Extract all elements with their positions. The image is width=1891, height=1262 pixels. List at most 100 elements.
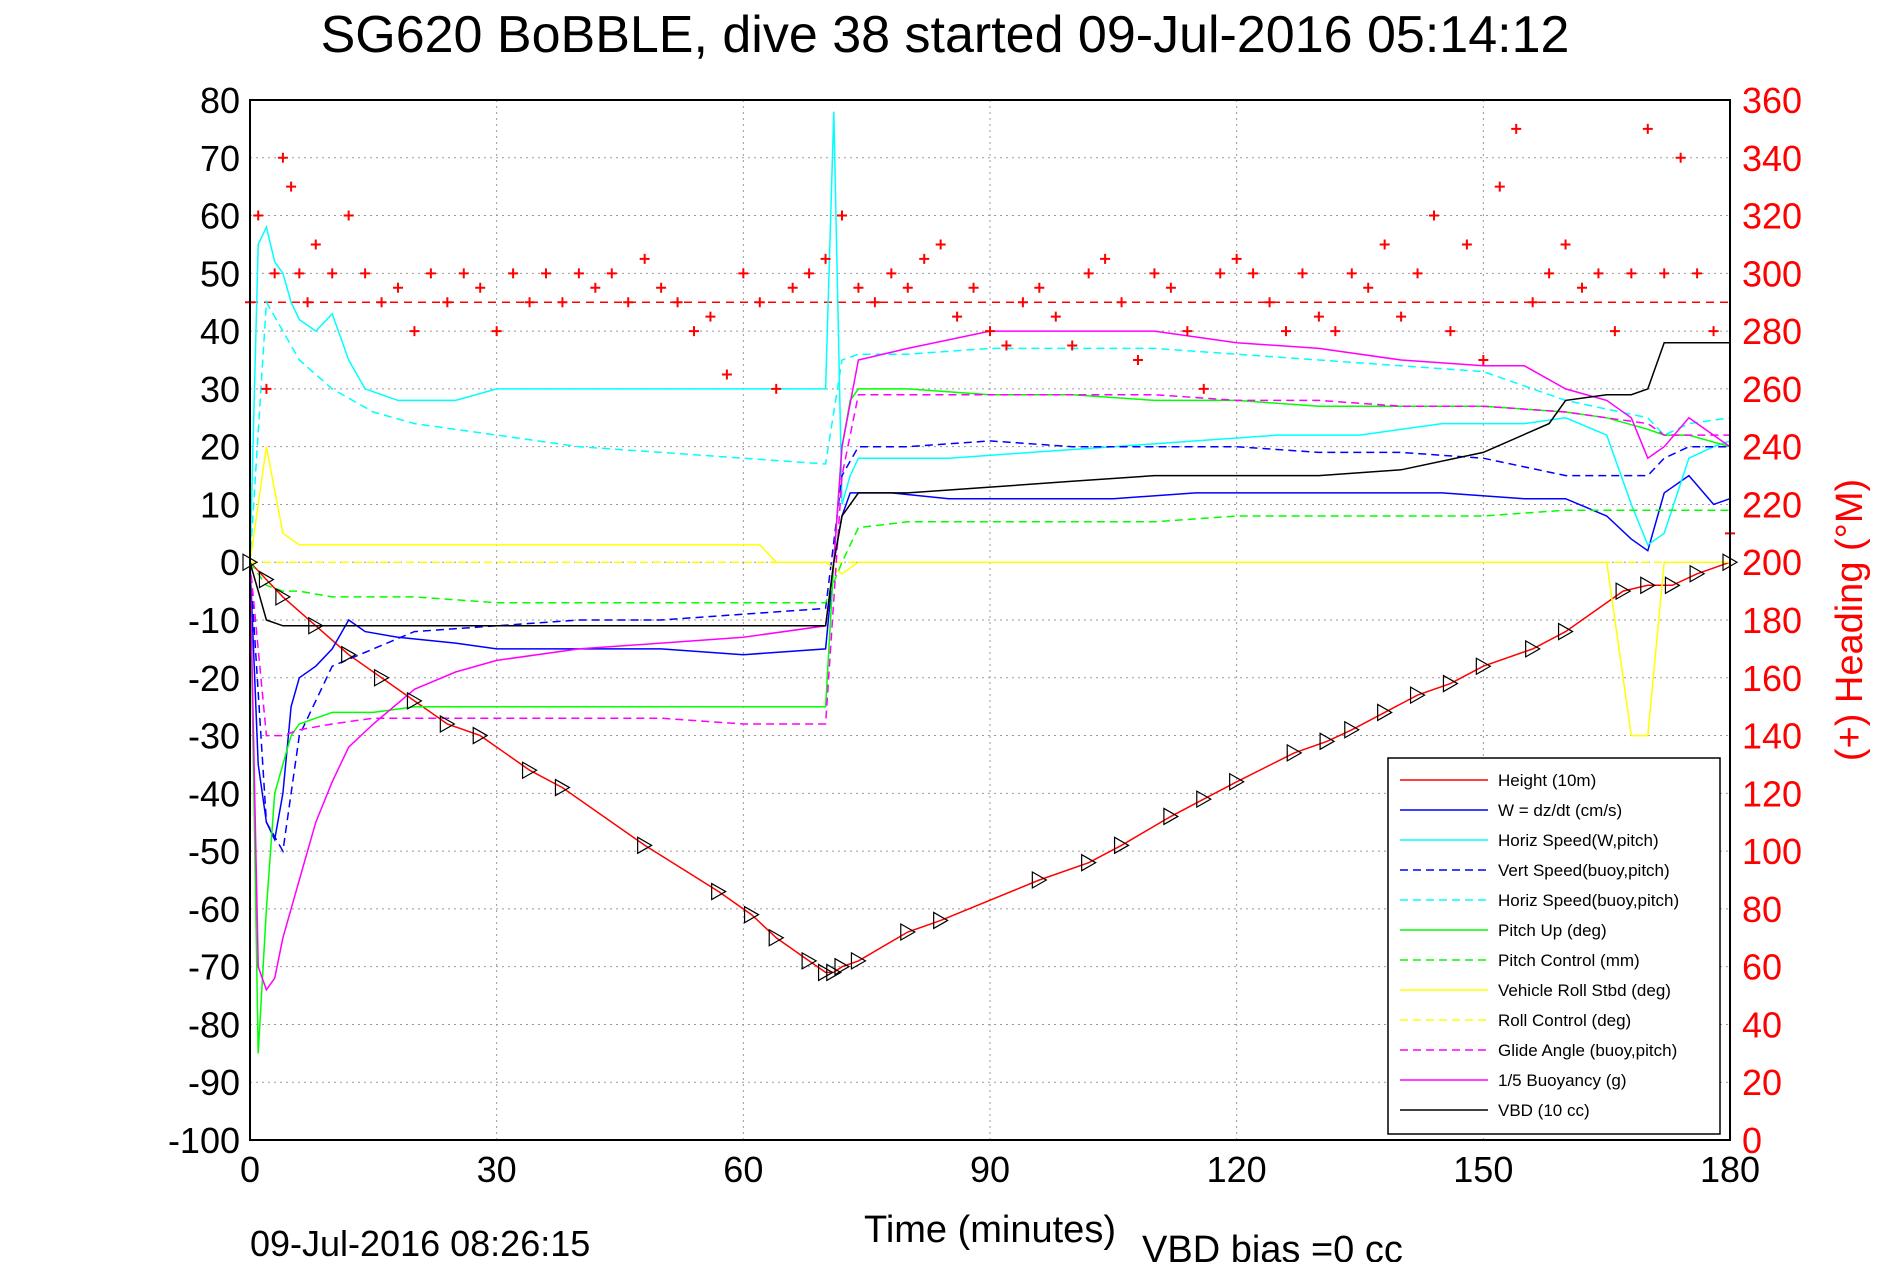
height-marker [521,761,538,780]
heading-point [573,268,584,279]
height-marker [801,951,818,970]
heading-point [261,383,272,394]
x-axis: 0 30 60 90 120 150 180 [240,1149,1760,1190]
heading-point [705,311,716,322]
y-tick-label: 50 [200,253,240,294]
chart-title: SG620 BoBBLE, dive 38 started 09-Jul-201… [321,6,1570,64]
height-marker [1081,853,1097,872]
y-tick-label: 30 [200,369,240,410]
right-tick-label: 240 [1742,427,1802,468]
heading-point [1478,355,1489,365]
series-line-3 [249,440,1730,854]
x-tick-label: 0 [240,1149,260,1190]
height-marker [1229,772,1245,791]
heading-point [689,326,699,337]
timestamp-footer: 09-Jul-2016 08:26:15 [250,1223,590,1262]
y-tick-label: 40 [200,311,240,352]
right-tick-label: 300 [1742,253,1802,294]
heading-point [442,297,453,308]
height-marker [743,905,760,924]
right-tick-label: 80 [1742,889,1782,930]
heading-point [1560,239,1571,250]
heading-point [253,210,264,221]
heading-point [1116,297,1127,308]
height-marker [439,714,456,734]
heading-point [1231,253,1242,264]
y-tick-label: -90 [188,1062,240,1103]
height-marker [711,882,727,901]
heading-point [1675,152,1686,163]
y-tick-label: -60 [188,889,240,930]
series-line-9 [249,393,1730,737]
heading-point [656,282,667,293]
heading-point [985,326,995,337]
right-tick-label: 160 [1742,658,1802,699]
heading-point [1593,268,1604,279]
heading-point [557,297,568,308]
heading-point [1577,282,1587,293]
right-tick-label: 0 [1742,1120,1762,1161]
heading-point [1067,340,1078,351]
y-tick-label: 70 [200,138,240,179]
height-marker [817,963,834,982]
heading-point [1248,268,1259,279]
plot-frame [249,99,1731,1141]
heading-point [902,282,913,293]
y-tick-label: 60 [200,196,240,237]
y-tick-label: -40 [188,773,240,814]
heading-series [245,123,1735,539]
legend-label: Pitch Control (mm) [1498,951,1640,970]
heading-point [302,297,313,308]
height-marker [1163,807,1180,826]
x-tick-label: 90 [970,1149,1010,1190]
heading-point [771,383,782,394]
heading-point [425,268,436,279]
heading-point [1461,239,1472,250]
heading-point [952,311,963,322]
heading-point [1642,123,1653,134]
right-tick-label: 360 [1742,80,1802,121]
height-marker [1319,732,1336,751]
height-marker [1689,564,1706,583]
heading-point [1396,311,1407,322]
heading-point [277,152,288,163]
heading-point [935,239,946,250]
right-tick-label: 280 [1742,311,1802,352]
height-marker [1640,576,1656,595]
height-marker [1344,720,1360,739]
height-marker [850,951,867,970]
heading-point [606,268,617,279]
height-marker [258,570,275,589]
heading-point [1281,326,1291,337]
heading-point [1692,268,1703,279]
legend-label: Height (10m) [1498,771,1596,790]
heading-point [968,282,979,293]
x-tick-label: 150 [1453,1149,1513,1190]
heading-point [1215,268,1226,279]
right-tick-label: 200 [1742,542,1802,583]
right-axis-label: (+) Heading (°M) [1829,479,1871,761]
series-line-4 [249,299,1731,563]
y-tick-label: 20 [200,427,240,468]
right-tick-label: 180 [1742,600,1802,641]
height-marker [1196,790,1212,809]
heading-point [738,268,749,279]
height-marker [933,911,949,930]
height-marker [1377,703,1393,722]
heading-point [1264,297,1275,308]
heading-point [491,326,502,337]
legend-label: VBD (10 cc) [1498,1101,1590,1120]
heading-point [1511,123,1522,134]
height-marker [308,616,324,635]
legend-label: Vehicle Roll Stbd (deg) [1498,981,1671,1000]
height-marker [341,645,357,664]
heading-point [458,268,469,279]
heading-point [919,253,930,264]
heading-point [360,268,371,279]
heading-point [376,297,387,308]
heading-point [1034,282,1045,293]
heading-point [853,282,864,293]
heading-point [623,297,634,308]
heading-point [804,268,815,279]
